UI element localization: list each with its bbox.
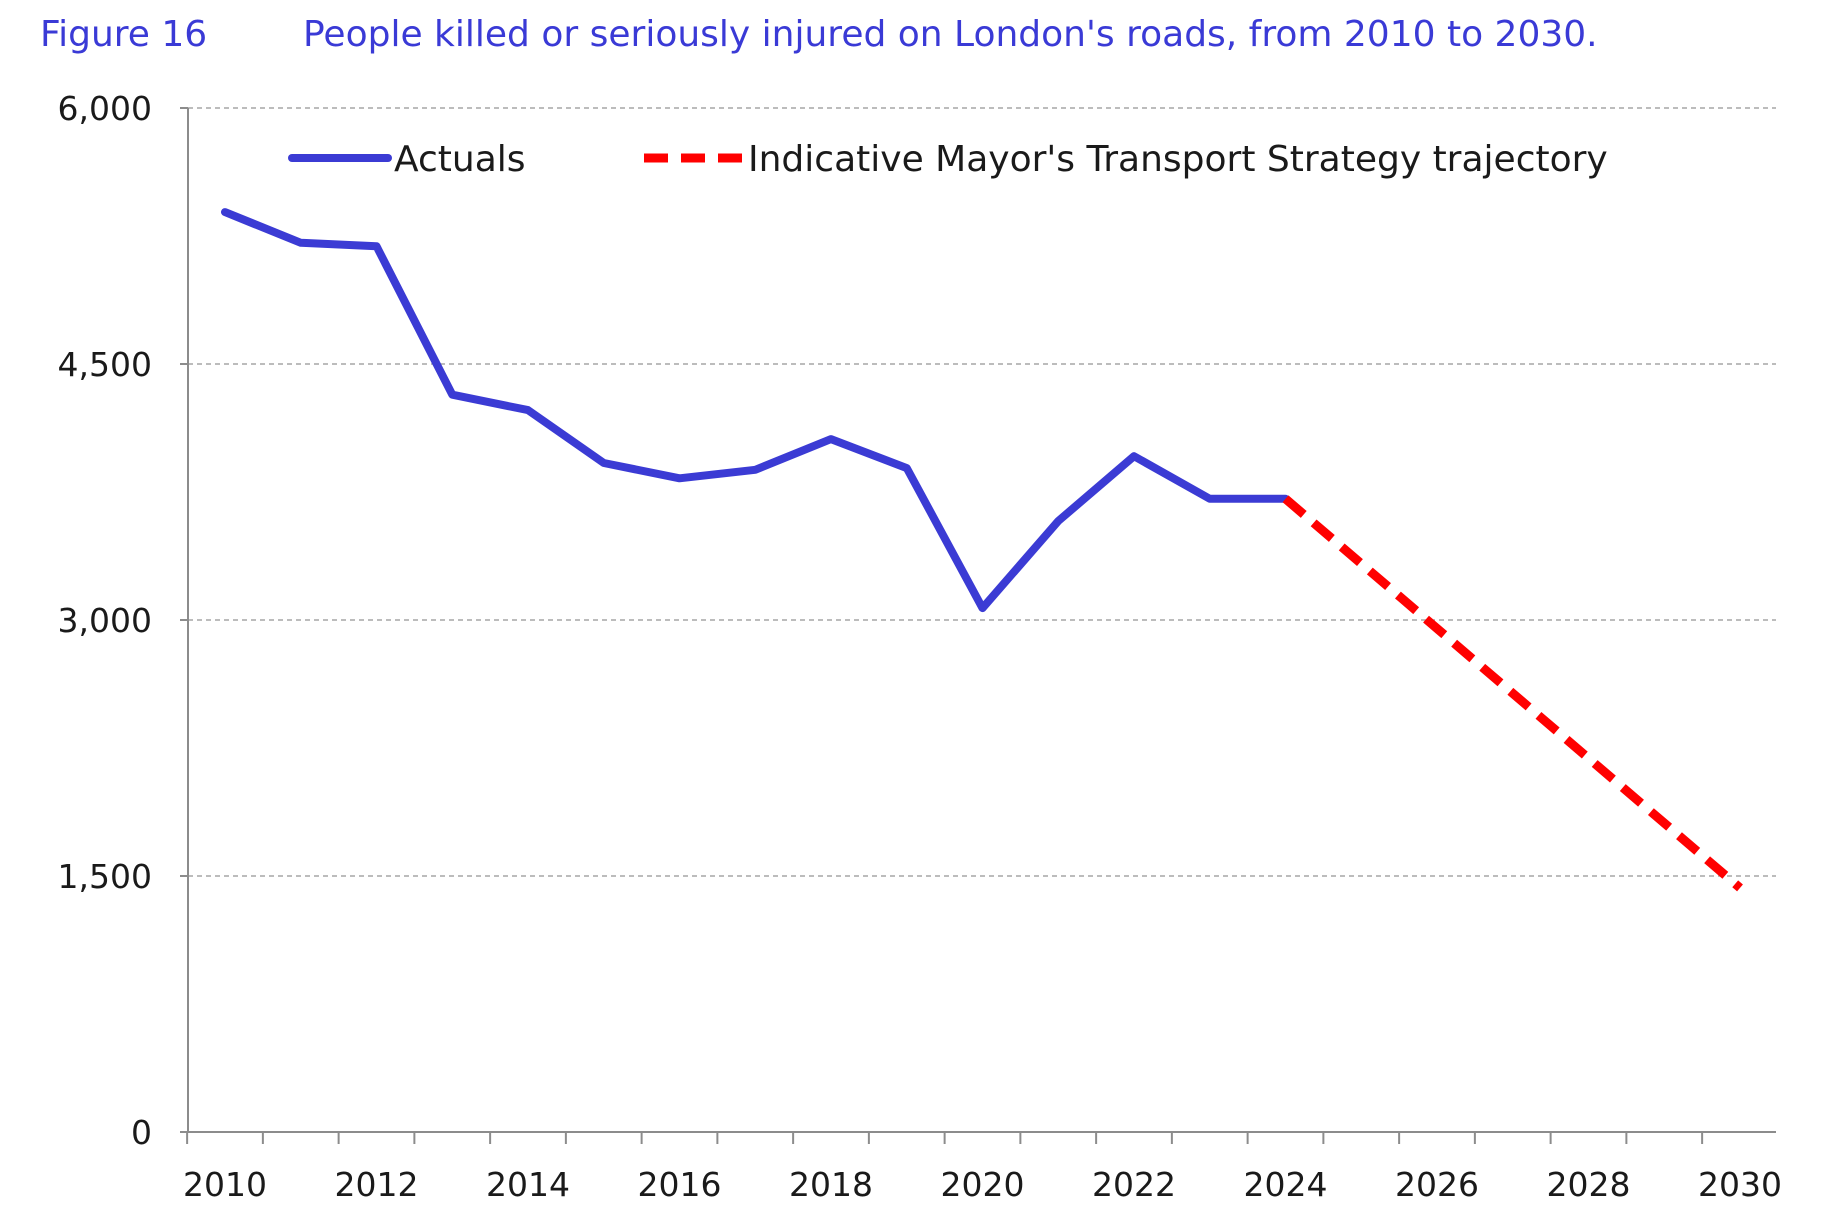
series-lines	[221, 208, 1743, 892]
y-tick-label: 0	[131, 1113, 152, 1152]
axes	[180, 107, 1776, 1144]
y-tick-label: 6,000	[58, 89, 152, 128]
figure-label: Figure 16	[40, 14, 208, 55]
y-tick-label: 1,500	[58, 857, 152, 896]
legend-label-trajectory: Indicative Mayor's Transport Strategy tr…	[748, 139, 1608, 180]
x-tick-label: 2022	[1092, 1165, 1176, 1204]
legend-label-actuals: Actuals	[394, 139, 526, 180]
legend: Actuals Indicative Mayor's Transport Stra…	[288, 139, 1608, 180]
x-tick-label: 2012	[335, 1165, 419, 1204]
y-tick-label: 4,500	[58, 345, 152, 384]
x-tick-label: 2016	[638, 1165, 722, 1204]
x-tick-label: 2028	[1547, 1165, 1631, 1204]
x-tick-label: 2020	[941, 1165, 1025, 1204]
x-tick-label: 2026	[1395, 1165, 1479, 1204]
series-line-trajectory	[1282, 495, 1743, 892]
gridlines	[188, 107, 1776, 877]
x-tick-label: 2018	[789, 1165, 873, 1204]
x-tick-label: 2024	[1244, 1165, 1328, 1204]
figure-title: People killed or seriously injured on Lo…	[303, 14, 1598, 55]
x-tick-label: 2014	[486, 1165, 570, 1204]
x-tick-label: 2010	[183, 1165, 267, 1204]
series-line-actuals	[221, 208, 1290, 613]
y-tick-labels: 0 1,500 3,000 4,500 6,000	[58, 89, 152, 1152]
x-tick-labels: 2010 2012 2014 2016 2018 2020 2022 2024 2026 2028…	[183, 1165, 1782, 1204]
y-tick-label: 3,000	[58, 601, 152, 640]
x-tick-label: 2030	[1698, 1165, 1782, 1204]
